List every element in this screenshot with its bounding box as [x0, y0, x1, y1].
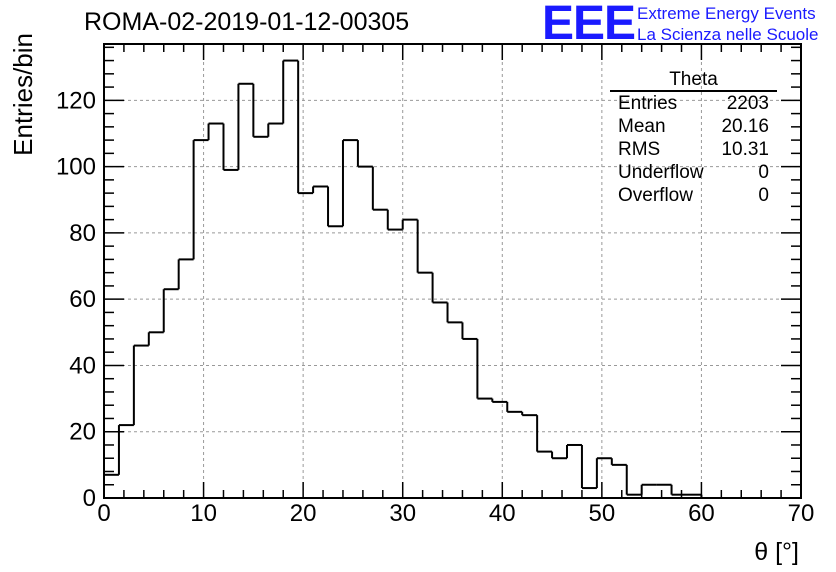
y-tick-label: 0 [83, 485, 96, 512]
histogram-bin [327, 186, 343, 228]
histogram-bin [192, 139, 209, 260]
x-tick-label: 70 [788, 500, 815, 527]
y-tick-label: 40 [69, 352, 96, 379]
stats-label: RMS [618, 139, 661, 160]
x-tick-label: 10 [190, 500, 217, 527]
y-tick-label: 20 [69, 419, 96, 446]
histogram-bin [536, 415, 553, 453]
histogram-bin [237, 82, 254, 170]
histogram-series [103, 59, 792, 499]
histogram-bin [640, 483, 657, 495]
histogram-bin [551, 451, 568, 460]
stats-title: Theta [610, 70, 777, 92]
x-tick-label: 40 [489, 500, 516, 527]
histogram-bin [252, 83, 269, 138]
stats-row-rms: RMS 10.31 [610, 138, 777, 161]
run-title: ROMA-02-2019-01-12-00305 [84, 8, 410, 36]
plot-frame [103, 43, 802, 499]
y-tick-label: 120 [56, 87, 96, 114]
histogram-bin [416, 219, 433, 274]
eee-tagline: Extreme Energy Events La Scienza nelle S… [637, 3, 818, 45]
eee-logo: EEE [542, 0, 636, 50]
histogram-bin [625, 464, 642, 496]
y-tick-label: 60 [69, 286, 96, 313]
histogram-bin [610, 458, 627, 466]
histogram-bin [132, 344, 149, 426]
stats-label: Overflow [618, 185, 693, 206]
histogram-bin [312, 185, 329, 194]
histogram-bin [297, 60, 314, 195]
x-axis-label: θ [°] [754, 538, 799, 566]
histogram-bin [521, 411, 538, 417]
histogram-bin [506, 401, 523, 413]
histogram-bin [222, 123, 239, 171]
histogram-bin [356, 140, 373, 168]
stats-value: 10.31 [721, 139, 769, 160]
histogram-bin [476, 338, 493, 400]
histogram-bin [177, 258, 194, 290]
histogram-bin [162, 288, 179, 333]
y-tick-label: 100 [56, 154, 96, 181]
stats-value: 2203 [726, 93, 769, 114]
y-axis-label: Entries/bin [8, 33, 38, 156]
histogram-bin [431, 272, 448, 304]
histogram-bin [103, 473, 119, 498]
stats-row-entries: Entries 2203 [610, 92, 777, 115]
x-tick-label: 30 [389, 500, 416, 527]
x-tick-label: 50 [589, 500, 616, 527]
histogram-bin [595, 457, 612, 489]
stats-value: 0 [758, 185, 769, 206]
histogram-bin [461, 322, 478, 340]
histogram-bin [117, 424, 134, 475]
histogram-bin [566, 443, 582, 459]
x-tick-label: 0 [97, 500, 110, 527]
histogram-bin [282, 59, 299, 124]
histogram-bin [491, 398, 508, 403]
grid-lines [104, 44, 801, 498]
histogram-bin [670, 484, 687, 496]
x-tick-label: 60 [688, 500, 715, 527]
histogram-bin [446, 302, 463, 324]
histogram-bin [267, 122, 284, 137]
tagline-line-1: Extreme Energy Events [637, 4, 816, 23]
histogram-bin [341, 139, 358, 227]
stats-label: Underflow [618, 162, 704, 183]
stats-row-overflow: Overflow 0 [610, 184, 777, 207]
histogram-bin [580, 444, 597, 490]
stats-label: Entries [618, 93, 678, 114]
histogram-bin [371, 166, 388, 211]
stats-value: 0 [758, 162, 769, 183]
stats-label: Mean [618, 116, 666, 137]
stats-value: 20.16 [721, 116, 769, 137]
x-tick-label: 20 [290, 500, 317, 527]
axes [103, 43, 802, 499]
histogram-bin [207, 122, 224, 141]
stats-row-mean: Mean 20.16 [610, 115, 777, 138]
tick-labels: 0 10 20 30 40 50 60 70 0 20 40 60 80 100 120 [56, 87, 814, 527]
histogram-bin [386, 209, 403, 231]
histogram-bin [401, 218, 418, 230]
stats-box: Theta Entries 2203 Mean 20.16 RMS 10.31 … [610, 70, 777, 207]
stats-row-underflow: Underflow 0 [610, 161, 777, 184]
y-tick-label: 80 [69, 220, 96, 247]
histogram-bin [147, 331, 164, 346]
tagline-line-2: La Scienza nelle Scuole [637, 25, 819, 44]
